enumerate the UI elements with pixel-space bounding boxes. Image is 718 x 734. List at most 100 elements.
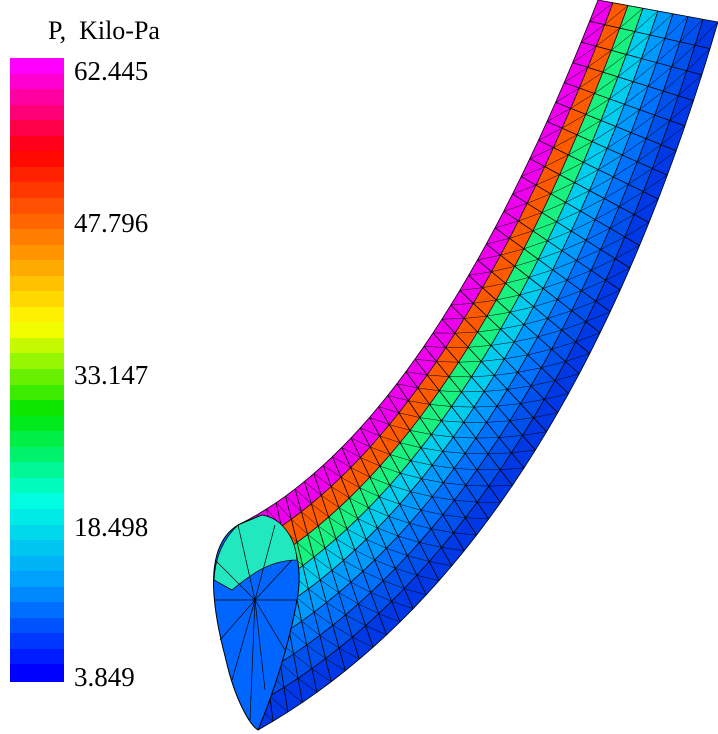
mesh-line [366,539,387,549]
mesh-line [555,87,580,103]
colorbar-band [10,571,64,589]
colorbar-band [10,58,64,76]
mesh-line [429,404,452,407]
legend-title: P, Kilo-Pa [48,16,160,45]
mesh-line [643,174,668,192]
mesh-line [600,236,625,250]
colorbar-band [10,353,64,371]
mesh-line [634,10,659,32]
mesh-line [571,300,596,311]
colorbar-band [10,555,64,573]
mesh-line [504,354,528,360]
colorbar-band [10,182,64,200]
mesh-line [602,54,627,73]
mesh-line [331,570,351,583]
mesh-line [441,420,464,423]
colorbar-band [10,244,64,262]
mesh-line [269,695,289,713]
mesh-line [386,547,408,556]
mesh-line [630,114,655,133]
tick-label-2: 47.796 [74,208,149,238]
mesh-line [552,260,577,270]
colorbar-band [10,540,64,558]
mesh-line [455,331,478,334]
mesh-line [359,487,380,497]
mesh-line [543,280,568,289]
mesh-line [313,473,332,487]
mesh-line [595,206,620,220]
mesh-line [648,66,672,87]
pressure-colorbar [10,58,64,682]
mesh-line [346,528,367,540]
mesh-line [374,559,396,569]
mesh-line [408,400,430,405]
mesh-line [507,385,532,390]
colorbar-band [10,648,64,667]
colorbar-band [10,89,64,107]
colorbar-band [10,369,64,387]
colorbar-band [10,291,64,309]
mesh-line [671,45,696,67]
mesh-line [522,431,547,436]
mesh-line [254,599,266,691]
mesh-line [624,86,649,105]
mesh-line [600,104,625,121]
mesh-line [527,348,552,356]
colorbar-band [10,664,64,682]
mesh-line [431,528,454,533]
mesh-line [441,547,465,551]
mesh-line [661,125,686,145]
mesh-line [473,299,497,304]
mesh-line [477,328,501,333]
mesh-line [320,579,339,593]
mesh-line [575,332,601,343]
mesh-line [561,114,586,129]
mesh-line [523,318,548,325]
tick-label-max: 62.445 [74,56,149,86]
mesh-line [547,230,572,241]
mesh-line [458,361,482,363]
mesh-line [547,310,572,319]
mesh-line [409,430,432,435]
colorbar-band [10,477,64,496]
mesh-line [664,16,689,39]
colorbar-band [10,322,64,340]
colorbar-band [10,400,64,418]
colorbar-band [10,337,64,356]
mesh-line [318,525,337,539]
mesh-line [679,19,704,43]
mesh-line [249,599,256,721]
mesh-line [580,198,605,212]
mesh-line [379,465,401,474]
mesh-line [326,602,346,616]
mesh-line [354,549,375,561]
mesh-line [571,219,596,232]
mesh-line [399,442,422,449]
mesh-line [421,478,444,483]
mesh-line [379,496,400,505]
mesh-line [541,361,566,368]
mesh-line [572,46,597,63]
mesh-line [594,76,619,94]
mesh-line [365,625,387,636]
mesh-line [436,361,459,363]
mesh-line [530,380,556,387]
colorbar-band [10,213,64,231]
mesh-line [325,658,346,671]
mesh-line [486,420,510,423]
mesh-line [597,0,718,23]
mesh-line [491,266,515,272]
mesh-line [596,27,620,47]
mesh-line [350,437,371,448]
mesh-line [442,451,466,454]
mesh-line [405,371,428,376]
mesh-line [468,271,492,276]
mesh-line [574,169,599,183]
colorbar-band [10,73,64,91]
mesh-line [410,460,433,466]
mesh-line [296,597,315,613]
mesh-line [580,24,605,43]
mesh-line [294,488,312,504]
mesh-line [414,358,513,486]
